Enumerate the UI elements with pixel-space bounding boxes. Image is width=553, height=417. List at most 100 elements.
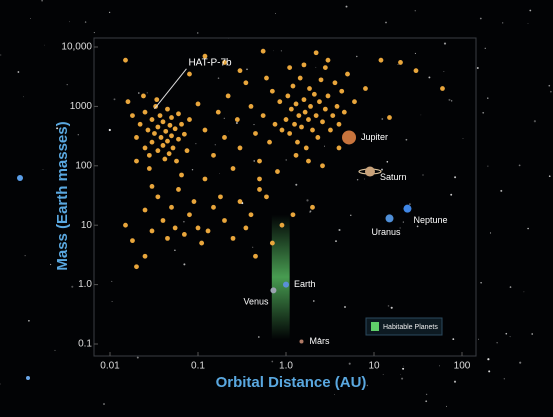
star [147, 92, 148, 93]
star [403, 222, 404, 223]
exoplanet-point [257, 159, 262, 164]
star [195, 143, 196, 144]
exoplanet-point [187, 72, 192, 77]
star [273, 50, 274, 51]
annotation-label: HAT-P-7b [188, 57, 232, 68]
star [381, 169, 383, 171]
exoplanet-point [155, 194, 160, 199]
star [502, 22, 503, 23]
exoplanet-point [155, 148, 160, 153]
exoplanet-point [264, 76, 269, 81]
exoplanet-point [238, 146, 243, 151]
exoplanet-point [352, 99, 357, 104]
star [415, 53, 416, 54]
exoplanet-point [176, 187, 181, 192]
star [85, 21, 86, 22]
exoplanet-point [169, 115, 174, 120]
exoplanet-point [310, 128, 315, 133]
star [383, 374, 384, 375]
star [18, 71, 20, 73]
exoplanet-point [211, 153, 216, 158]
exoplanet-point [307, 86, 312, 91]
star [367, 385, 368, 386]
exoplanet-point [163, 129, 168, 134]
star [310, 210, 312, 212]
star [50, 264, 51, 265]
x-tick-label: 100 [454, 361, 471, 372]
exoplanet-point [440, 86, 445, 91]
exoplanet-point [306, 159, 311, 164]
star [487, 166, 488, 167]
exoplanet-point [289, 107, 294, 112]
star [335, 240, 337, 242]
exoplanet-point [143, 110, 148, 115]
exoplanet-point [162, 157, 167, 162]
star [446, 406, 447, 407]
exoplanet-point [179, 173, 184, 178]
exoplanet-point [231, 236, 236, 241]
exoplanet-point [267, 140, 272, 145]
exoplanet-point [147, 166, 152, 171]
exoplanet-point [287, 131, 292, 136]
star [109, 12, 110, 13]
star [500, 190, 502, 192]
x-axis-label: Orbital Distance (AU) [216, 374, 367, 391]
y-tick-label: 100 [75, 160, 92, 171]
exoplanet-point [337, 122, 342, 127]
exoplanet-point [123, 223, 128, 228]
exoplanet-point [387, 115, 392, 120]
exoplanet-point [226, 94, 231, 99]
star [254, 124, 255, 125]
star [510, 336, 511, 337]
exoplanet-point [161, 143, 166, 148]
legend-swatch [371, 322, 379, 331]
star [450, 194, 452, 196]
star [114, 98, 116, 100]
exoplanet-point [308, 104, 313, 109]
star [364, 179, 365, 180]
y-tick-label: 1.0 [78, 279, 92, 290]
exoplanet-point [126, 99, 131, 104]
exoplanet-point [314, 113, 319, 118]
exoplanet-point [158, 113, 163, 118]
exoplanet-point [165, 107, 170, 112]
exoplanet-point [235, 117, 240, 122]
blue-star [26, 376, 30, 380]
star [381, 118, 383, 120]
star [439, 366, 440, 367]
exoplanet-point [123, 58, 128, 63]
star [534, 120, 536, 122]
star [421, 115, 422, 116]
exoplanet-point [330, 113, 335, 118]
star [197, 32, 198, 33]
star [67, 84, 68, 85]
star [550, 91, 552, 93]
star [324, 146, 325, 147]
exoplanet-point [285, 94, 290, 99]
star [487, 358, 489, 360]
star [54, 350, 55, 351]
exoplanet-point [275, 169, 280, 174]
exoplanet-point [249, 104, 254, 109]
planet-label: Earth [294, 279, 316, 289]
exoplanet-point [146, 128, 151, 133]
star [138, 92, 140, 94]
star [428, 76, 430, 78]
exoplanet-point [174, 159, 179, 164]
star [528, 23, 529, 24]
star [23, 96, 24, 97]
exoplanet-point [310, 205, 315, 210]
exoplanet-point [130, 238, 135, 243]
star [425, 400, 427, 402]
exoplanet-point [243, 226, 248, 231]
exoplanet-point [169, 205, 174, 210]
exoplanet-point [187, 117, 192, 122]
habitable-band [272, 215, 290, 340]
x-tick-label: 10 [368, 361, 380, 372]
exoplanet-point [304, 146, 309, 151]
star [400, 374, 401, 375]
star [94, 32, 95, 33]
exoplanet-point [398, 60, 403, 65]
exoplanet-point [292, 122, 297, 127]
exoplanet-point [342, 110, 347, 115]
